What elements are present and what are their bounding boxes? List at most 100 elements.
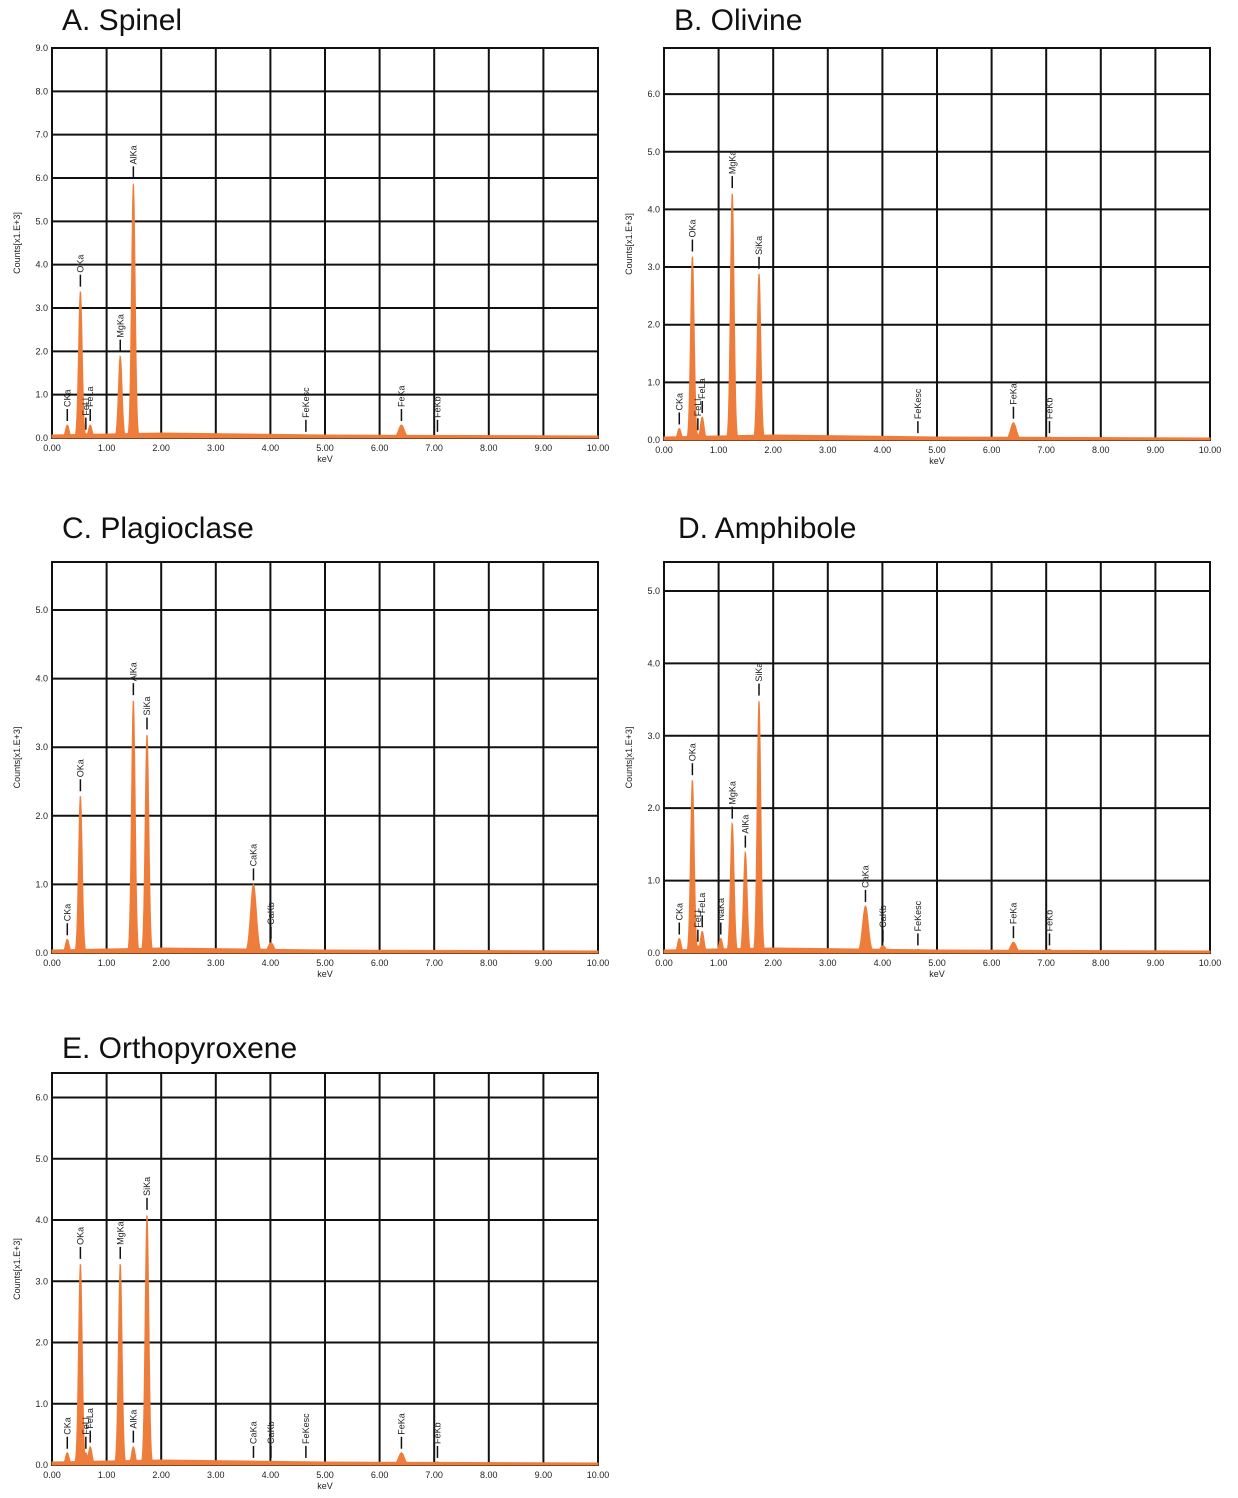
x-tick-label: 3.00 — [207, 958, 225, 968]
peak-label: SiKa — [754, 236, 764, 255]
peak — [853, 905, 878, 954]
peak — [125, 183, 141, 439]
x-tick-label: 10.00 — [1199, 958, 1222, 968]
y-tick-label: 2.0 — [35, 346, 48, 356]
peak-label: FeKa — [396, 385, 406, 407]
peak — [112, 1263, 128, 1466]
x-tick-label: 9.00 — [535, 958, 553, 968]
y-tick-label: 3.0 — [35, 742, 48, 752]
peak-label: MgKa — [115, 1221, 125, 1245]
peak-label: FeKa — [1008, 383, 1018, 405]
peak-label: AlKa — [740, 815, 750, 834]
peak-label: AlKa — [128, 662, 138, 681]
peak — [737, 850, 753, 954]
x-tick-label: 2.00 — [764, 445, 782, 455]
x-tick-label: 5.00 — [928, 445, 946, 455]
x-tick-label: 8.00 — [480, 443, 498, 453]
peak-label: OKa — [75, 1227, 85, 1245]
x-tick-label: 8.00 — [480, 1470, 498, 1480]
peak-label: OKa — [687, 220, 697, 238]
peak-label: FeKesc — [913, 388, 923, 419]
peak — [112, 354, 128, 439]
peak — [425, 435, 450, 439]
x-tick-label: 6.00 — [371, 958, 389, 968]
x-tick-label: 9.00 — [1147, 445, 1165, 455]
x-tick-label: 2.00 — [152, 443, 170, 453]
peak-label: CaKa — [248, 1421, 258, 1444]
y-tick-label: 6.0 — [647, 89, 660, 99]
x-tick-label: 1.00 — [710, 958, 728, 968]
peak — [905, 948, 930, 954]
peak — [724, 193, 740, 441]
peak-label: FeKb — [432, 1422, 442, 1444]
peak-label: MgKa — [727, 781, 737, 805]
peak-label: CKa — [62, 904, 72, 922]
peak — [60, 1452, 75, 1466]
x-tick-label: 0.00 — [43, 1470, 61, 1480]
peak-label: CaKb — [266, 902, 276, 925]
x-tick-label: 7.00 — [425, 1470, 443, 1480]
peak-label: FeKesc — [301, 387, 311, 418]
panel: C. Plagioclase 0.00 1.00 2.00 3.00 4.00 5.00 6.… — [12, 512, 609, 979]
y-tick-label: 9.0 — [35, 43, 48, 53]
y-axis-label: Counts[x1.E+3] — [12, 727, 22, 789]
y-axis-label: Counts[x1.E+3] — [624, 213, 634, 275]
x-tick-label: 10.00 — [1199, 445, 1222, 455]
x-tick-label: 3.00 — [207, 443, 225, 453]
peak — [724, 821, 740, 954]
x-tick-label: 10.00 — [587, 1470, 610, 1480]
background-continuum — [663, 947, 1211, 954]
y-tick-label: 4.0 — [647, 658, 660, 668]
y-tick-label: 1.0 — [647, 876, 660, 886]
peak-label: FeLl — [693, 910, 703, 928]
x-tick-label: 3.00 — [819, 445, 837, 455]
x-tick-label: 4.00 — [874, 445, 892, 455]
peak — [1037, 948, 1062, 954]
x-tick-label: 1.00 — [98, 1470, 116, 1480]
peak — [125, 1446, 141, 1466]
peak-label: FeKa — [396, 1413, 406, 1435]
peak-label: NaKa — [716, 898, 726, 921]
x-tick-label: 10.00 — [587, 443, 610, 453]
background-continuum — [51, 432, 599, 439]
peak-label: CKa — [674, 393, 684, 411]
y-axis-label: Counts[x1.E+3] — [12, 1238, 22, 1300]
panel-title: C. Plagioclase — [62, 512, 254, 545]
peak — [1001, 941, 1026, 954]
peak-label: FeKb — [432, 396, 442, 418]
x-tick-label: 1.00 — [98, 443, 116, 453]
x-tick-label: 5.00 — [316, 1470, 334, 1480]
peak — [1001, 422, 1026, 441]
y-tick-label: 2.0 — [647, 320, 660, 330]
y-tick-label: 2.0 — [35, 1338, 48, 1348]
peak-label: FeLl — [81, 398, 91, 416]
x-tick-label: 9.00 — [1147, 958, 1165, 968]
x-tick-label: 5.00 — [928, 958, 946, 968]
y-axis-label: Counts[x1.E+3] — [624, 727, 634, 789]
x-tick-label: 6.00 — [983, 958, 1001, 968]
peak — [139, 1215, 155, 1466]
y-tick-label: 3.0 — [35, 1276, 48, 1286]
peak — [389, 424, 414, 439]
x-tick-label: 0.00 — [43, 958, 61, 968]
peak-label: SiKa — [142, 1177, 152, 1196]
peak — [59, 938, 75, 954]
y-tick-label: 2.0 — [647, 803, 660, 813]
panel: B. Olivine 0.00 1.00 2.00 3.00 4.00 5.00 6.00 7.… — [624, 4, 1221, 466]
peak — [293, 435, 318, 439]
x-tick-label: 1.00 — [710, 445, 728, 455]
panel-title: D. Amphibole — [678, 512, 856, 545]
x-tick-label: 6.00 — [371, 443, 389, 453]
x-tick-label: 2.00 — [152, 1470, 170, 1480]
x-tick-label: 9.00 — [535, 443, 553, 453]
x-tick-label: 10.00 — [587, 958, 610, 968]
x-tick-label: 7.00 — [425, 443, 443, 453]
peak — [241, 883, 267, 954]
x-tick-label: 0.00 — [655, 445, 673, 455]
x-axis-label: keV — [929, 969, 945, 979]
peak — [139, 734, 155, 954]
y-tick-label: 5.0 — [35, 216, 48, 226]
peak — [82, 1446, 98, 1466]
x-axis-label: keV — [317, 969, 333, 979]
y-axis-label: Counts[x1.E+3] — [12, 212, 22, 274]
